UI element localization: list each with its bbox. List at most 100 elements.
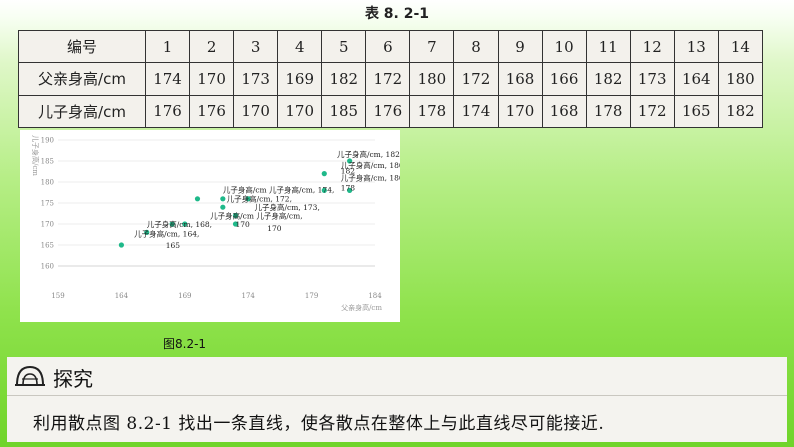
cell-id: 13 bbox=[673, 29, 719, 64]
data-label: 儿子身高/cm, 173, bbox=[255, 202, 320, 212]
data-point bbox=[321, 171, 327, 177]
figure-caption: 图8.2-1 bbox=[163, 337, 207, 351]
cell-id: 4 bbox=[277, 29, 323, 64]
explore-title: 探究 bbox=[53, 367, 93, 391]
cell-id: 2 bbox=[189, 29, 235, 64]
data-label: 178 bbox=[341, 183, 356, 192]
cell-id: 5 bbox=[321, 29, 367, 64]
table-row-son: 儿子身高/cm 176 176 170 170 185 176 178 174 … bbox=[18, 94, 764, 129]
table-row-id: 编号 1 2 3 4 5 6 7 8 9 10 11 12 13 14 bbox=[18, 29, 764, 64]
data-label: 儿子身高/cm, 168, bbox=[147, 219, 212, 229]
y-tick-label: 165 bbox=[41, 242, 54, 250]
cell-son: 172 bbox=[629, 94, 675, 129]
data-label: 182 bbox=[341, 167, 356, 176]
y-tick-label: 160 bbox=[41, 263, 54, 271]
data-point bbox=[194, 196, 201, 202]
data-point bbox=[220, 196, 226, 202]
cell-father: 169 bbox=[277, 62, 323, 96]
cell-id: 6 bbox=[365, 29, 411, 64]
father-label: 父亲身高/cm bbox=[18, 62, 146, 96]
cell-son: 176 bbox=[144, 94, 191, 129]
data-label: 170 bbox=[267, 224, 282, 233]
cell-son: 178 bbox=[409, 94, 455, 129]
cell-father: 174 bbox=[144, 62, 191, 96]
cell-son: 170 bbox=[497, 94, 543, 129]
x-tick-label: 169 bbox=[178, 292, 191, 300]
cell-father: 170 bbox=[189, 62, 235, 96]
y-tick-label: 190 bbox=[41, 137, 54, 145]
data-label: 170 bbox=[236, 220, 251, 229]
table-row-father: 父亲身高/cm 174 170 173 169 182 172 180 172 … bbox=[18, 62, 764, 96]
cell-id: 14 bbox=[717, 29, 764, 64]
data-points bbox=[118, 158, 353, 248]
cell-id: 10 bbox=[541, 29, 587, 64]
scatter-chart: 160 165 170 175 180 185 190 159 164 169 174 179 184… bbox=[31, 135, 406, 312]
explore-text: 利用散点图 8.2-1 找出一条直线，使各散点在整体上与此直线尽可能接近. bbox=[33, 414, 605, 434]
x-tick-label: 164 bbox=[115, 292, 129, 300]
header-label: 编号 bbox=[18, 29, 146, 64]
cell-son: 174 bbox=[453, 94, 499, 129]
cell-father: 172 bbox=[453, 62, 499, 96]
data-point bbox=[220, 204, 226, 210]
scatter-chart-panel: 160 165 170 175 180 185 190 159 164 169 174 179 184… bbox=[20, 130, 406, 322]
cell-son: 176 bbox=[189, 94, 235, 129]
data-label: 儿子身高/cm, 180, bbox=[341, 160, 400, 170]
table-caption: 表 8. 2-1 bbox=[364, 6, 430, 22]
y-tick-label: 175 bbox=[41, 200, 54, 208]
data-point bbox=[232, 213, 239, 219]
data-point bbox=[144, 229, 150, 235]
cell-father: 166 bbox=[541, 62, 587, 96]
data-point bbox=[321, 187, 327, 193]
cell-son: 168 bbox=[541, 94, 587, 129]
data-label: 儿子身高/cm 儿子身高/cm, 174, bbox=[223, 185, 335, 195]
x-tick-label: 184 bbox=[368, 292, 382, 300]
data-point bbox=[347, 158, 353, 164]
cell-son: 176 bbox=[365, 94, 411, 129]
data-point bbox=[232, 221, 239, 227]
cell-father: 180 bbox=[717, 62, 764, 96]
data-point bbox=[182, 221, 188, 227]
y-tick-label: 170 bbox=[41, 221, 54, 229]
cell-id: 8 bbox=[453, 29, 499, 64]
x-tick-labels: 159 164 169 174 179 184 bbox=[51, 292, 382, 300]
data-label: 儿子身高/cm, 172, bbox=[227, 194, 292, 204]
y-axis-label: 儿子身高/cm bbox=[31, 135, 40, 176]
explore-header: 探究 bbox=[7, 357, 787, 396]
cell-id: 7 bbox=[409, 29, 455, 64]
x-tick-label: 174 bbox=[242, 292, 256, 300]
explore-panel: 探究 利用散点图 8.2-1 找出一条直线，使各散点在整体上与此直线尽可能接近. bbox=[7, 357, 787, 442]
data-point bbox=[347, 187, 353, 193]
cell-father: 180 bbox=[409, 62, 455, 96]
y-tick-label: 180 bbox=[41, 179, 54, 187]
data-label: 儿子身高/cm, 164, bbox=[134, 229, 199, 239]
cell-id: 3 bbox=[233, 29, 279, 64]
cell-father: 173 bbox=[629, 62, 675, 96]
cell-son: 170 bbox=[277, 94, 323, 129]
cell-father: 173 bbox=[233, 62, 279, 96]
x-axis-label: 父亲身高/cm bbox=[341, 303, 382, 312]
cell-father: 182 bbox=[585, 62, 631, 96]
cell-id: 12 bbox=[629, 29, 675, 64]
cell-father: 168 bbox=[497, 62, 543, 96]
cell-father: 172 bbox=[365, 62, 411, 96]
data-label: 儿子身高/cm 儿子身高/cm, bbox=[210, 211, 302, 221]
cell-id: 1 bbox=[144, 29, 191, 64]
cell-father: 164 bbox=[673, 62, 719, 96]
data-label: 165 bbox=[166, 241, 181, 250]
cell-son: 185 bbox=[321, 94, 367, 129]
son-label: 儿子身高/cm bbox=[18, 94, 146, 129]
data-point bbox=[118, 242, 124, 248]
y-tick-labels: 160 165 170 175 180 185 190 bbox=[41, 137, 54, 271]
data-point bbox=[169, 221, 175, 227]
y-tick-label: 185 bbox=[41, 158, 54, 166]
data-label: 儿子身高/cm, 182, bbox=[337, 149, 400, 159]
cell-father: 182 bbox=[321, 62, 367, 96]
x-tick-label: 179 bbox=[305, 292, 318, 300]
data-table: 编号 1 2 3 4 5 6 7 8 9 10 11 12 13 14 父亲身高… bbox=[18, 29, 764, 129]
chart-grid bbox=[58, 139, 375, 267]
cell-son: 165 bbox=[673, 94, 719, 129]
cell-id: 9 bbox=[497, 29, 543, 64]
cell-son: 182 bbox=[717, 94, 764, 129]
cell-son: 170 bbox=[233, 94, 279, 129]
